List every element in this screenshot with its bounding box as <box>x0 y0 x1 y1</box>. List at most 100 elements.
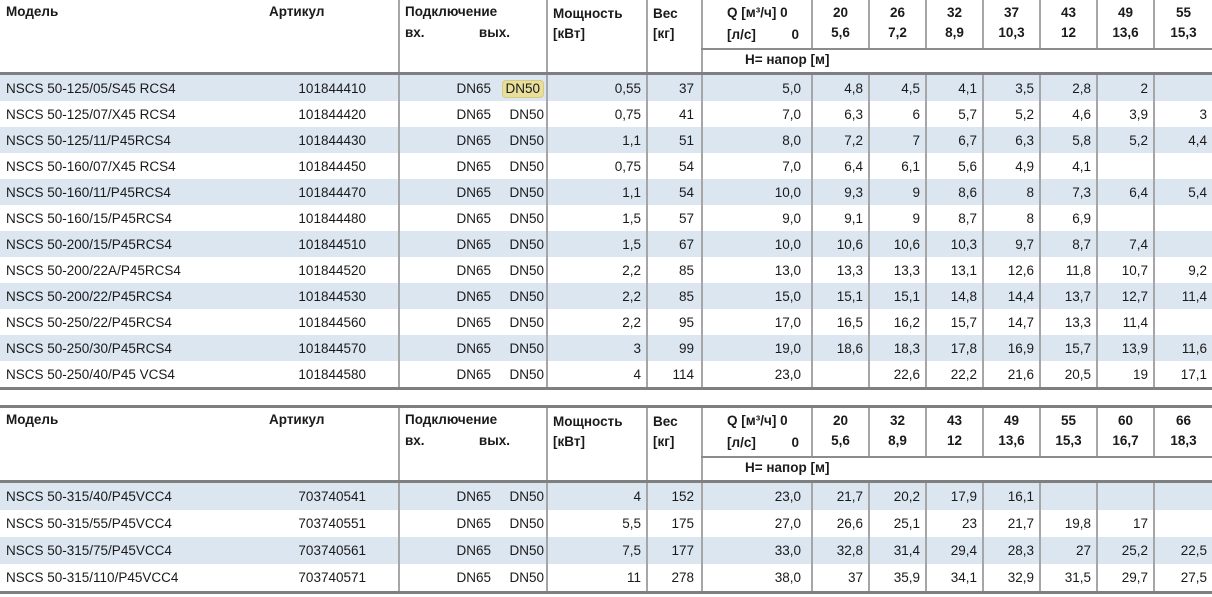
head-value-cell: 5,2 <box>1096 127 1155 153</box>
model-cell: NSCS 50-250/30/P45RCS4 <box>0 335 266 361</box>
head-value-cell: 6,4 <box>811 153 870 179</box>
power-cell: 1,1 <box>546 179 648 205</box>
inlet-cell: DN65 <box>398 537 494 564</box>
head-value-cell: 10,3 <box>925 231 984 257</box>
head-value-cell: 3,5 <box>982 73 1041 101</box>
flow-m3h-value: 37 <box>1004 5 1020 20</box>
head-value-cell: 18,3 <box>868 335 927 361</box>
flow-ls-value: 15,3 <box>1055 433 1082 448</box>
power-label: Мощность <box>553 6 623 21</box>
table-row: NSCS 50-160/07/X45 RCS4 101844450 DN65 DN50… <box>0 153 1212 179</box>
head-value-cell: 4,1 <box>925 73 984 101</box>
head-value-cell: 21,6 <box>982 361 1041 389</box>
head-value-cell: 25,2 <box>1096 537 1155 564</box>
head-value-cell <box>1153 153 1212 179</box>
head-value-cell: 16,5 <box>811 309 870 335</box>
head-value-cell: 10,6 <box>868 231 927 257</box>
inlet-cell: DN65 <box>398 361 494 389</box>
head-value-cell: 15,1 <box>868 283 927 309</box>
head-value-cell: 15,7 <box>925 309 984 335</box>
head-value-cell: 3 <box>1153 101 1212 127</box>
power-label: Мощность <box>553 414 623 429</box>
flow-ls-value: 13,6 <box>998 433 1025 448</box>
inlet-cell: DN65 <box>398 510 494 537</box>
head-value-cell: 4,9 <box>982 153 1041 179</box>
flow-m3h-value: 20 <box>833 5 849 20</box>
power-unit-label: [кВт] <box>553 26 585 41</box>
head-value-cell: 31,5 <box>1039 564 1098 593</box>
flow-ls-value: 12 <box>947 433 963 448</box>
outlet-cell: DN50 <box>509 210 545 226</box>
article-cell: 101844580 <box>298 366 366 382</box>
weight-cell: 67 <box>646 231 703 257</box>
head-value-cell: 17,8 <box>925 335 984 361</box>
head-value-cell: 16,2 <box>868 309 927 335</box>
head-value-cell: 12,6 <box>982 257 1041 283</box>
head-value-cell: 5,7 <box>925 101 984 127</box>
table-row: NSCS 50-315/55/P45VCC4 703740551 DN65 DN50 5… <box>0 510 1212 537</box>
table-row: NSCS 50-125/07/X45 RCS4 101844420 DN65 DN50… <box>0 101 1212 127</box>
header-flow-column: 37 10,3 <box>982 0 1041 50</box>
power-cell: 3 <box>546 335 648 361</box>
inlet-cell: DN65 <box>398 335 494 361</box>
header-flow-column: 32 8,9 <box>868 406 927 458</box>
header-band-row: H= напор [м] <box>0 49 1212 75</box>
head-value-cell: 10,6 <box>811 231 870 257</box>
table-row: NSCS 50-125/11/P45RCS4 101844430 DN65 DN50 1… <box>0 127 1212 153</box>
weight-cell: 99 <box>646 335 703 361</box>
inlet-cell: DN65 <box>398 309 494 335</box>
flow-ls-value: 5,6 <box>831 25 850 40</box>
flow-ls-value: 10,3 <box>998 25 1025 40</box>
table-row: NSCS 50-125/05/S45 RCS4 101844410 DN65 DN50… <box>0 73 1212 101</box>
table-row: NSCS 50-250/30/P45RCS4 101844570 DN65 DN50 3… <box>0 335 1212 361</box>
flow-m3h-value: 43 <box>947 413 963 428</box>
article-cell: 101844510 <box>266 231 399 257</box>
model-cell: NSCS 50-125/05/S45 RCS4 <box>0 73 266 101</box>
inlet-label: вх. <box>405 25 425 40</box>
head-value-cell <box>1096 205 1155 231</box>
inlet-cell: DN65 <box>398 205 494 231</box>
head-value-cell: 14,7 <box>982 309 1041 335</box>
col-header-flow-q: Q [м³/ч] 0 [л/с] 0 <box>701 406 813 458</box>
head-value-cell <box>1039 481 1098 510</box>
article-cell: 101844570 <box>266 335 399 361</box>
col-header-weight: Вес [кг] <box>646 406 703 483</box>
header-flow-column: 66 18,3 <box>1153 406 1212 458</box>
inlet-cell: DN65 <box>398 153 494 179</box>
head-value-cell: 4,6 <box>1039 101 1098 127</box>
table-row: NSCS 50-250/40/P45 VCS4 101844580 DN65 DN50… <box>0 361 1212 389</box>
flow-ls-value: 13,6 <box>1112 25 1139 40</box>
flow-ls-value: 15,3 <box>1170 25 1197 40</box>
head-value-cell: 7 <box>868 127 927 153</box>
head-value-cell: 27,5 <box>1153 564 1212 593</box>
inlet-cell: DN65 <box>398 73 494 101</box>
head-value-cell: 25,1 <box>868 510 927 537</box>
table-row: NSCS 50-200/22A/P45RCS4 101844520 DN65 DN50… <box>0 257 1212 283</box>
head-value-cell <box>1096 153 1155 179</box>
table-row: NSCS 50-160/11/P45RCS4 101844470 DN65 DN50 1… <box>0 179 1212 205</box>
head-value-cell: 10,0 <box>701 231 813 257</box>
search-highlight: DN50 <box>501 79 545 98</box>
head-value-cell: 4,1 <box>1039 153 1098 179</box>
head-value-cell: 11,6 <box>1153 335 1212 361</box>
flow-ls-value: 8,9 <box>888 433 907 448</box>
flow-m3h-value: 43 <box>1061 5 1077 20</box>
power-cell: 2,2 <box>546 283 648 309</box>
head-value-cell: 9,3 <box>811 179 870 205</box>
model-cell: NSCS 50-160/11/P45RCS4 <box>0 179 266 205</box>
head-value-cell: 6 <box>868 101 927 127</box>
pump-table-nscs-50-125-250: Модель Артикул Подключение вх. вых. Мощность [… <box>0 0 1212 390</box>
flow-m3h-value: 66 <box>1176 413 1192 428</box>
outlet-cell: DN50 <box>494 127 548 153</box>
article-cell: 101844450 <box>298 158 366 174</box>
head-value-cell: 4,8 <box>811 73 870 101</box>
head-value-cell <box>1096 481 1155 510</box>
power-cell: 7,5 <box>546 537 648 564</box>
head-value-cell: 8,7 <box>1039 231 1098 257</box>
article-cell: 703740571 <box>298 570 366 585</box>
head-value-cell: 8,6 <box>925 179 984 205</box>
head-value-cell: 9,7 <box>982 231 1041 257</box>
weight-cell: 177 <box>646 537 703 564</box>
head-value-cell: 19,0 <box>701 335 813 361</box>
